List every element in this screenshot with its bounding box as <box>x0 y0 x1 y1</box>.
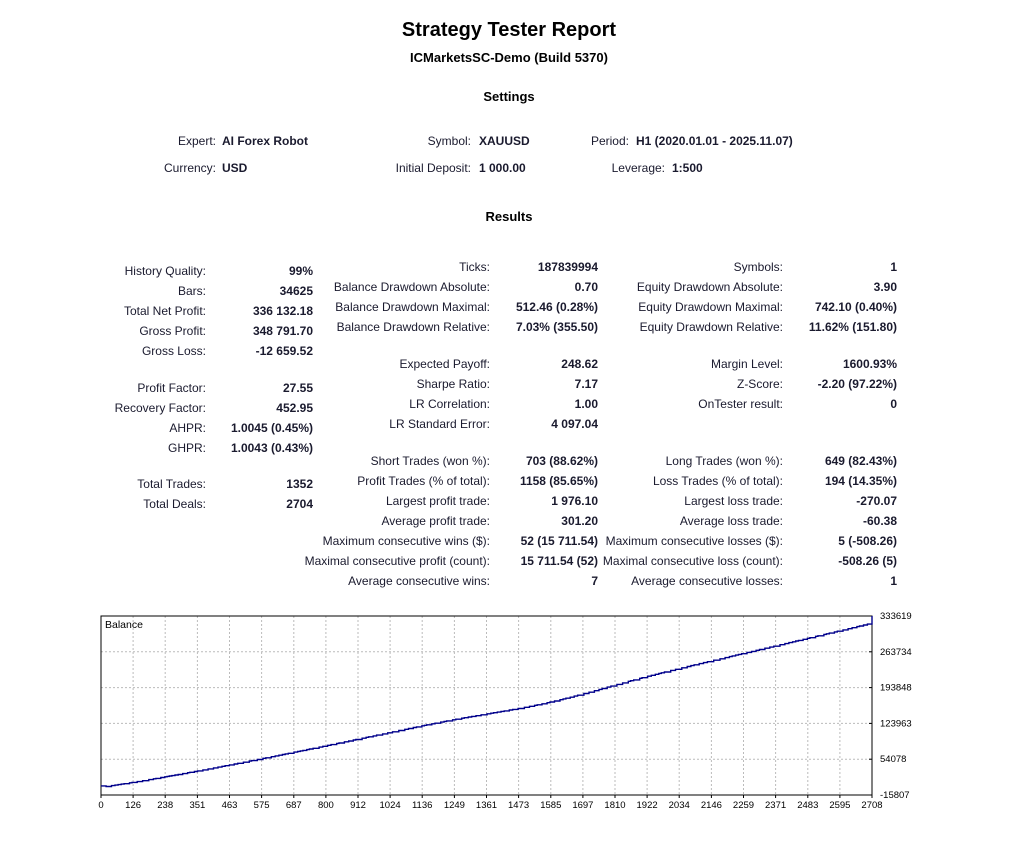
svg-text:126: 126 <box>125 800 141 811</box>
svg-text:912: 912 <box>350 800 366 811</box>
svg-text:1249: 1249 <box>444 800 465 811</box>
svg-text:1585: 1585 <box>540 800 561 811</box>
svg-text:800: 800 <box>318 800 334 811</box>
svg-text:1697: 1697 <box>572 800 593 811</box>
svg-text:2371: 2371 <box>765 800 786 811</box>
svg-text:123963: 123963 <box>880 718 912 729</box>
svg-text:2708: 2708 <box>861 800 882 811</box>
svg-text:1024: 1024 <box>380 800 401 811</box>
svg-text:Balance: Balance <box>105 619 143 631</box>
svg-text:193848: 193848 <box>880 683 912 694</box>
svg-text:575: 575 <box>254 800 270 811</box>
svg-text:1473: 1473 <box>508 800 529 811</box>
svg-text:351: 351 <box>189 800 205 811</box>
svg-text:2483: 2483 <box>797 800 818 811</box>
svg-text:1136: 1136 <box>412 800 432 811</box>
svg-text:687: 687 <box>286 800 302 811</box>
svg-text:1361: 1361 <box>476 800 497 811</box>
svg-text:-15807: -15807 <box>880 790 910 801</box>
svg-text:263734: 263734 <box>880 647 912 658</box>
svg-text:1922: 1922 <box>637 800 658 811</box>
svg-text:333619: 333619 <box>880 611 912 622</box>
svg-text:238: 238 <box>157 800 173 811</box>
svg-text:2595: 2595 <box>829 800 850 811</box>
svg-text:0: 0 <box>98 800 103 811</box>
svg-text:463: 463 <box>222 800 238 811</box>
svg-text:1810: 1810 <box>604 800 625 811</box>
svg-text:54078: 54078 <box>880 754 906 765</box>
svg-text:2146: 2146 <box>701 800 722 811</box>
svg-text:2034: 2034 <box>669 800 690 811</box>
svg-text:2259: 2259 <box>733 800 754 811</box>
